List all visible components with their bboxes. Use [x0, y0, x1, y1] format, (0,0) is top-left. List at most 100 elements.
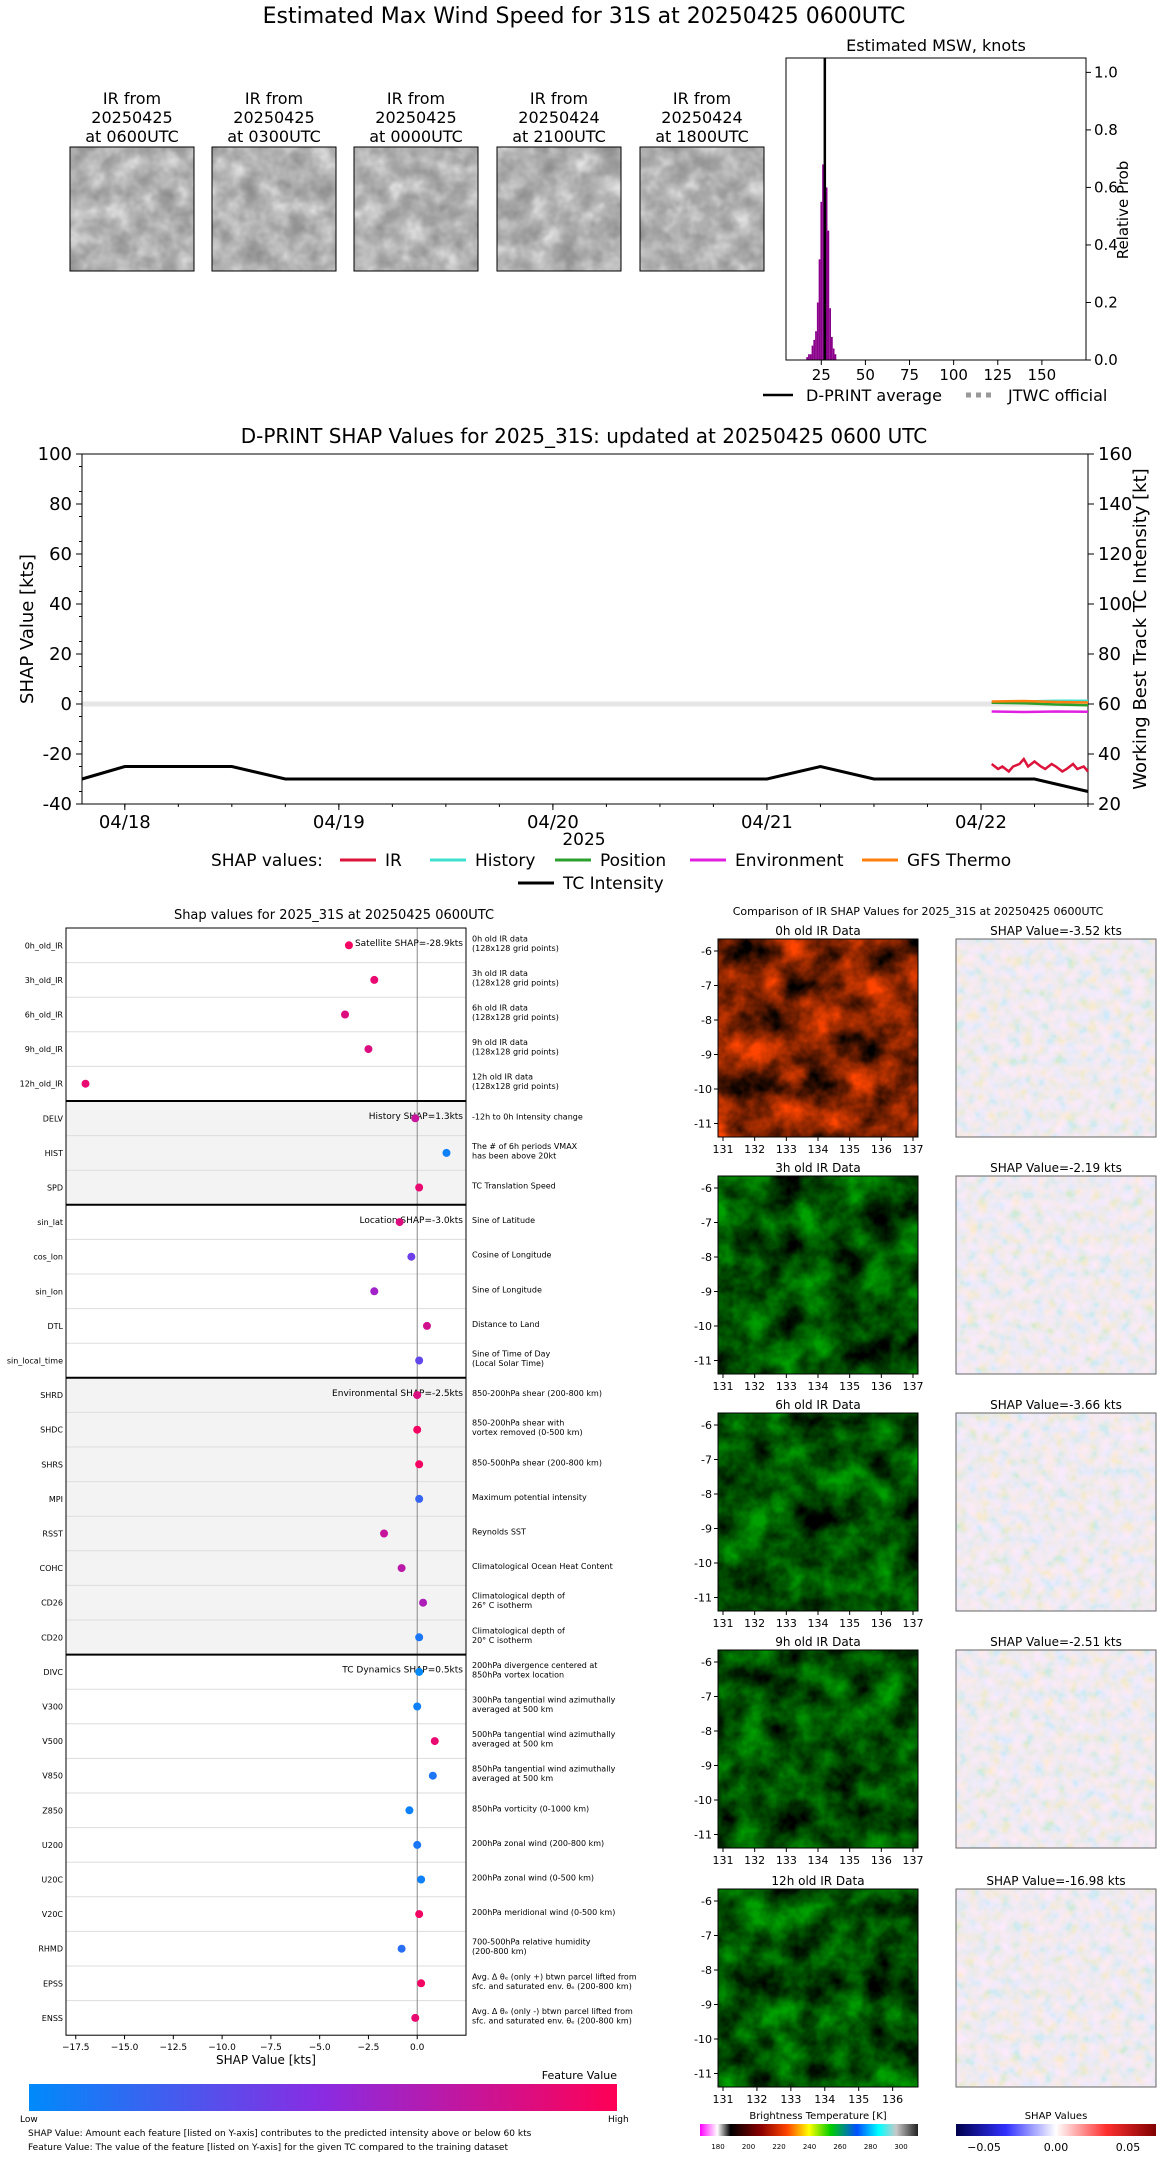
ir-map-title: 12h old IR Data [771, 1874, 864, 1888]
histogram-bar [829, 308, 831, 360]
histogram-bar [813, 339, 816, 360]
feature-name: V20C [42, 1910, 64, 1919]
histogram-frame [785, 57, 1087, 361]
feature-description: 850hPa vorticity (0-1000 km) [472, 1804, 589, 1813]
lat-tick-label: -11 [694, 1355, 712, 1368]
lat-tick-label: -6 [701, 1895, 712, 1908]
lon-tick-label: 134 [808, 1617, 829, 1630]
feature-description: averaged at 500 km [472, 1740, 553, 1749]
feature-description: Reynolds SST [472, 1528, 526, 1537]
footnote-feature: Feature Value: The value of the feature … [28, 2143, 508, 2153]
feature-name: SHRD [40, 1391, 63, 1400]
feature-name: DTL [47, 1322, 63, 1331]
bt-tick-label: 280 [864, 2143, 877, 2151]
colorbar-low-label: Low [20, 2115, 38, 2125]
y2-tick-label: 20 [1098, 794, 1121, 815]
shap-point [405, 1806, 414, 1815]
timeseries-ylabel-left: SHAP Value [kts] [17, 554, 38, 704]
lat-tick-label: -11 [694, 1118, 712, 1131]
feature-description: Sine of Latitude [472, 1216, 535, 1225]
feature-name: 12h_old_IR [20, 1080, 64, 1089]
thumbnail-label: 20250425 [375, 108, 456, 127]
thumbnail-label: IR from [673, 89, 731, 108]
histogram-bar [811, 345, 814, 360]
feature-name: sin_lat [37, 1218, 63, 1227]
shap-map-texture [956, 1413, 1156, 1611]
shap-map-texture [956, 1176, 1156, 1374]
legend-label: GFS Thermo [907, 851, 1011, 871]
colorbar-title: Feature Value [542, 2069, 618, 2082]
lat-tick-label: -11 [694, 1592, 712, 1605]
feature-description: (128x128 grid points) [472, 978, 559, 987]
feature-name: V300 [42, 1703, 63, 1712]
feature-name: DELV [43, 1114, 64, 1123]
group-shading [66, 1101, 466, 1205]
legend-label: History [475, 851, 535, 871]
lon-tick-label: 136 [871, 1617, 892, 1630]
y2-tick-label: 80 [1098, 644, 1121, 665]
shap-point [413, 1425, 422, 1434]
thumbnail-label: at 1800UTC [655, 127, 749, 146]
shap-map-title: SHAP Value=-3.66 kts [990, 1398, 1122, 1412]
x-tick-label: −17.5 [62, 2043, 90, 2053]
histogram-ylabel: Relative Prob [1114, 161, 1132, 260]
y-tick-label: 20 [49, 644, 72, 665]
x-tick-label: 150 [1028, 366, 1057, 384]
shap-point [380, 1529, 389, 1538]
shap-point [397, 1564, 406, 1573]
feature-description: 26° C isotherm [472, 1601, 532, 1610]
bt-tick-label: 300 [894, 2143, 907, 2151]
shap-point [397, 1944, 406, 1953]
lon-tick-label: 133 [776, 1617, 797, 1630]
lat-tick-label: -7 [701, 1454, 712, 1467]
lon-tick-label: 133 [776, 1380, 797, 1393]
feature-description: (128x128 grid points) [472, 1048, 559, 1057]
ir-map-texture [718, 1889, 918, 2087]
lat-tick-label: -9 [701, 1049, 712, 1062]
shap-point [81, 1079, 90, 1088]
y-tick-label: 1.0 [1094, 63, 1118, 81]
sv-colorbar-label: SHAP Values [1025, 2111, 1088, 2122]
feature-description: (128x128 grid points) [472, 1082, 559, 1091]
lat-tick-label: -8 [701, 1014, 712, 1027]
lon-tick-label: 135 [839, 1854, 860, 1867]
shap-point [413, 1702, 422, 1711]
group-label: Satellite SHAP=-28.9kts [355, 939, 463, 949]
shap-point [364, 1045, 373, 1054]
ir-thumbnail-image [70, 147, 194, 271]
shap-map-title: SHAP Value=-2.19 kts [990, 1161, 1122, 1175]
shap-map-frame [955, 1888, 1157, 2088]
x-tick-label: 25 [812, 366, 831, 384]
feature-description: Avg. Δ θₑ (only -) btwn parcel lifted fr… [472, 2007, 633, 2016]
feature-description: 200hPa zonal wind (200-800 km) [472, 1839, 604, 1848]
lon-tick-label: 136 [871, 1143, 892, 1156]
feature-description: sfc. and saturated env. θₑ (200-800 km) [472, 2016, 632, 2025]
ir-map-title: 3h old IR Data [775, 1161, 861, 1175]
feature-description: 0h old IR data [472, 934, 528, 943]
lat-tick-label: -8 [701, 1488, 712, 1501]
feature-description: 9h old IR data [472, 1038, 528, 1047]
timeseries-xlabel: 2025 [562, 830, 605, 850]
feature-description: Distance to Land [472, 1320, 540, 1329]
lon-tick-label: 137 [903, 1854, 924, 1867]
lon-tick-label: 134 [808, 1380, 829, 1393]
shap-map-frame [955, 1175, 1157, 1375]
page-title: Estimated Max Wind Speed for 31S at 2025… [262, 4, 906, 29]
shap-map-frame [955, 1412, 1157, 1612]
y2-tick-label: 100 [1098, 594, 1132, 615]
histogram-bar [831, 336, 833, 360]
zero-band [82, 701, 1088, 707]
shap-point [419, 1598, 428, 1607]
shap-point [422, 1321, 431, 1330]
group-label: TC Dynamics SHAP=0.5kts [341, 1666, 463, 1676]
shap-map-texture [956, 1650, 1156, 1848]
lon-tick-label: 135 [839, 1617, 860, 1630]
lat-tick-label: -7 [701, 1691, 712, 1704]
lon-tick-label: 131 [713, 2093, 734, 2106]
y-tick-label: 0.0 [1094, 351, 1118, 369]
feature-name: V850 [42, 1772, 63, 1781]
feature-description: 850-500hPa shear (200-800 km) [472, 1458, 602, 1467]
bt-tick-label: 180 [711, 2143, 724, 2151]
histogram-bar [818, 259, 821, 360]
y-tick-label: 40 [49, 594, 72, 615]
